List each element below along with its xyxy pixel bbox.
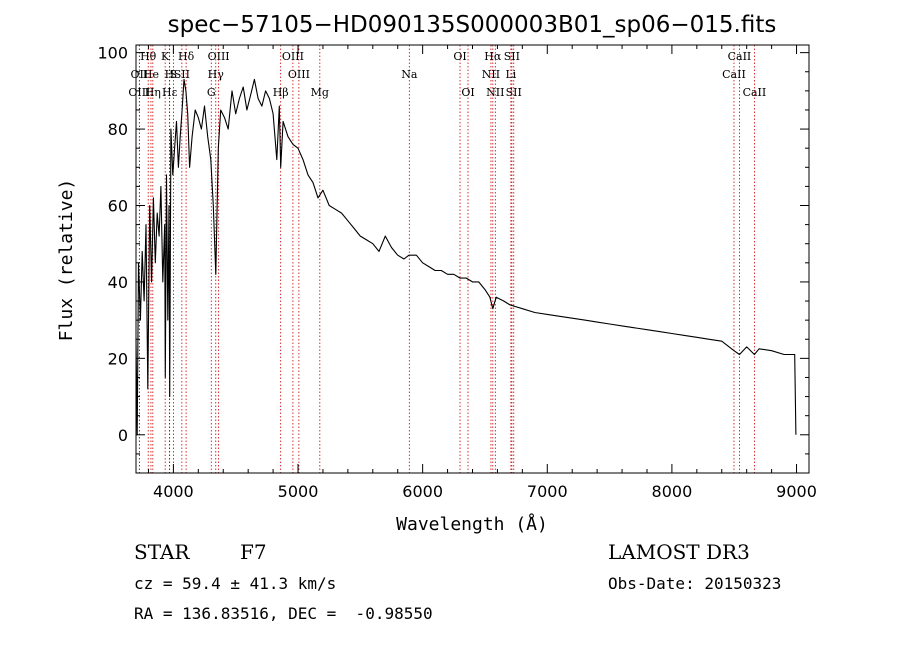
spectral-line-label: OIII [208,50,230,63]
spectral-line-label: OIII [128,86,150,99]
series-layer [135,78,797,436]
spectral-line-label: He [143,68,159,81]
x-tick-label: 8000 [652,482,693,501]
y-tick-label: 20 [108,349,128,368]
spectral-line-label: CaII [722,68,746,81]
spectral-line-label: Li [505,68,516,81]
spectral-line-label: CaII [728,50,752,63]
spectral-line-label: Mg [311,86,329,99]
spectral-line-label: SII [506,86,522,99]
spectral-line-label: Hα [484,50,502,63]
spectral-line-label: Hε [162,86,178,99]
spectral-line-label: S [170,68,178,81]
survey-name: LAMOST DR3 [608,540,750,564]
y-tick-label: 60 [108,197,128,216]
x-tick-label: 9000 [776,482,817,501]
spectral-line-label: H [165,68,175,81]
subclass: F7 [240,540,267,564]
spectral-line-label: OIII [282,50,304,63]
spectral-line-label: Hβ [273,86,289,99]
spectral-line-label: CaII [743,86,767,99]
spectral-line-label: OI [461,86,474,99]
y-axis-label: Flux (relative) [56,179,77,342]
x-tick-label: 4000 [153,482,194,501]
spectral-line-label: NII [482,68,500,81]
y-tick-label: 80 [108,120,128,139]
spectral-line-label: OI [453,50,466,63]
spectral-line-label: K [161,50,170,63]
coords-line: RA = 136.83516, DEC = -0.98550 [134,604,433,623]
spectral-line-label: Hη [145,86,161,99]
spectral-line-label: G [207,86,216,99]
spectral-line-label: OII [131,68,149,81]
spectral-line-label: Hγ [208,68,225,81]
x-tick-label: 6000 [402,482,443,501]
y-tick-label: 100 [97,44,128,63]
spectral-line-label: SII [174,68,190,81]
spectral-line-labels: Hθ OII OIII He Hη KHS Hε Hδ SII OIII Hγ G OIII OIII Hβ… [128,50,766,99]
spectral-line-label: OIII [288,68,310,81]
spectral-line-label: Na [401,68,418,81]
spectral-line-label: SII [504,50,520,63]
y-tick-label: 0 [118,426,128,445]
object-class: STAR [134,540,190,564]
y-tick-label: 40 [108,273,128,292]
spectrum-line [135,78,797,436]
spectral-line-markers [138,45,755,473]
chart-title: spec−57105−HD090135S000003B01_sp06−015.f… [168,12,777,38]
axis-ticks: 4000 5000 6000 7000 8000 9000 0 20 40 60 80 100 [97,44,816,501]
spectral-line-label: Hθ [140,50,157,63]
spectral-line-label: Hδ [178,50,195,63]
obs-date-line: Obs-Date: 20150323 [608,574,782,593]
x-tick-label: 5000 [278,482,319,501]
x-tick-label: 7000 [527,482,568,501]
redshift-line: cz = 59.4 ± 41.3 km/s [134,574,337,593]
x-axis-label: Wavelength (Å) [396,513,548,535]
spectral-line-label: NII [486,86,504,99]
